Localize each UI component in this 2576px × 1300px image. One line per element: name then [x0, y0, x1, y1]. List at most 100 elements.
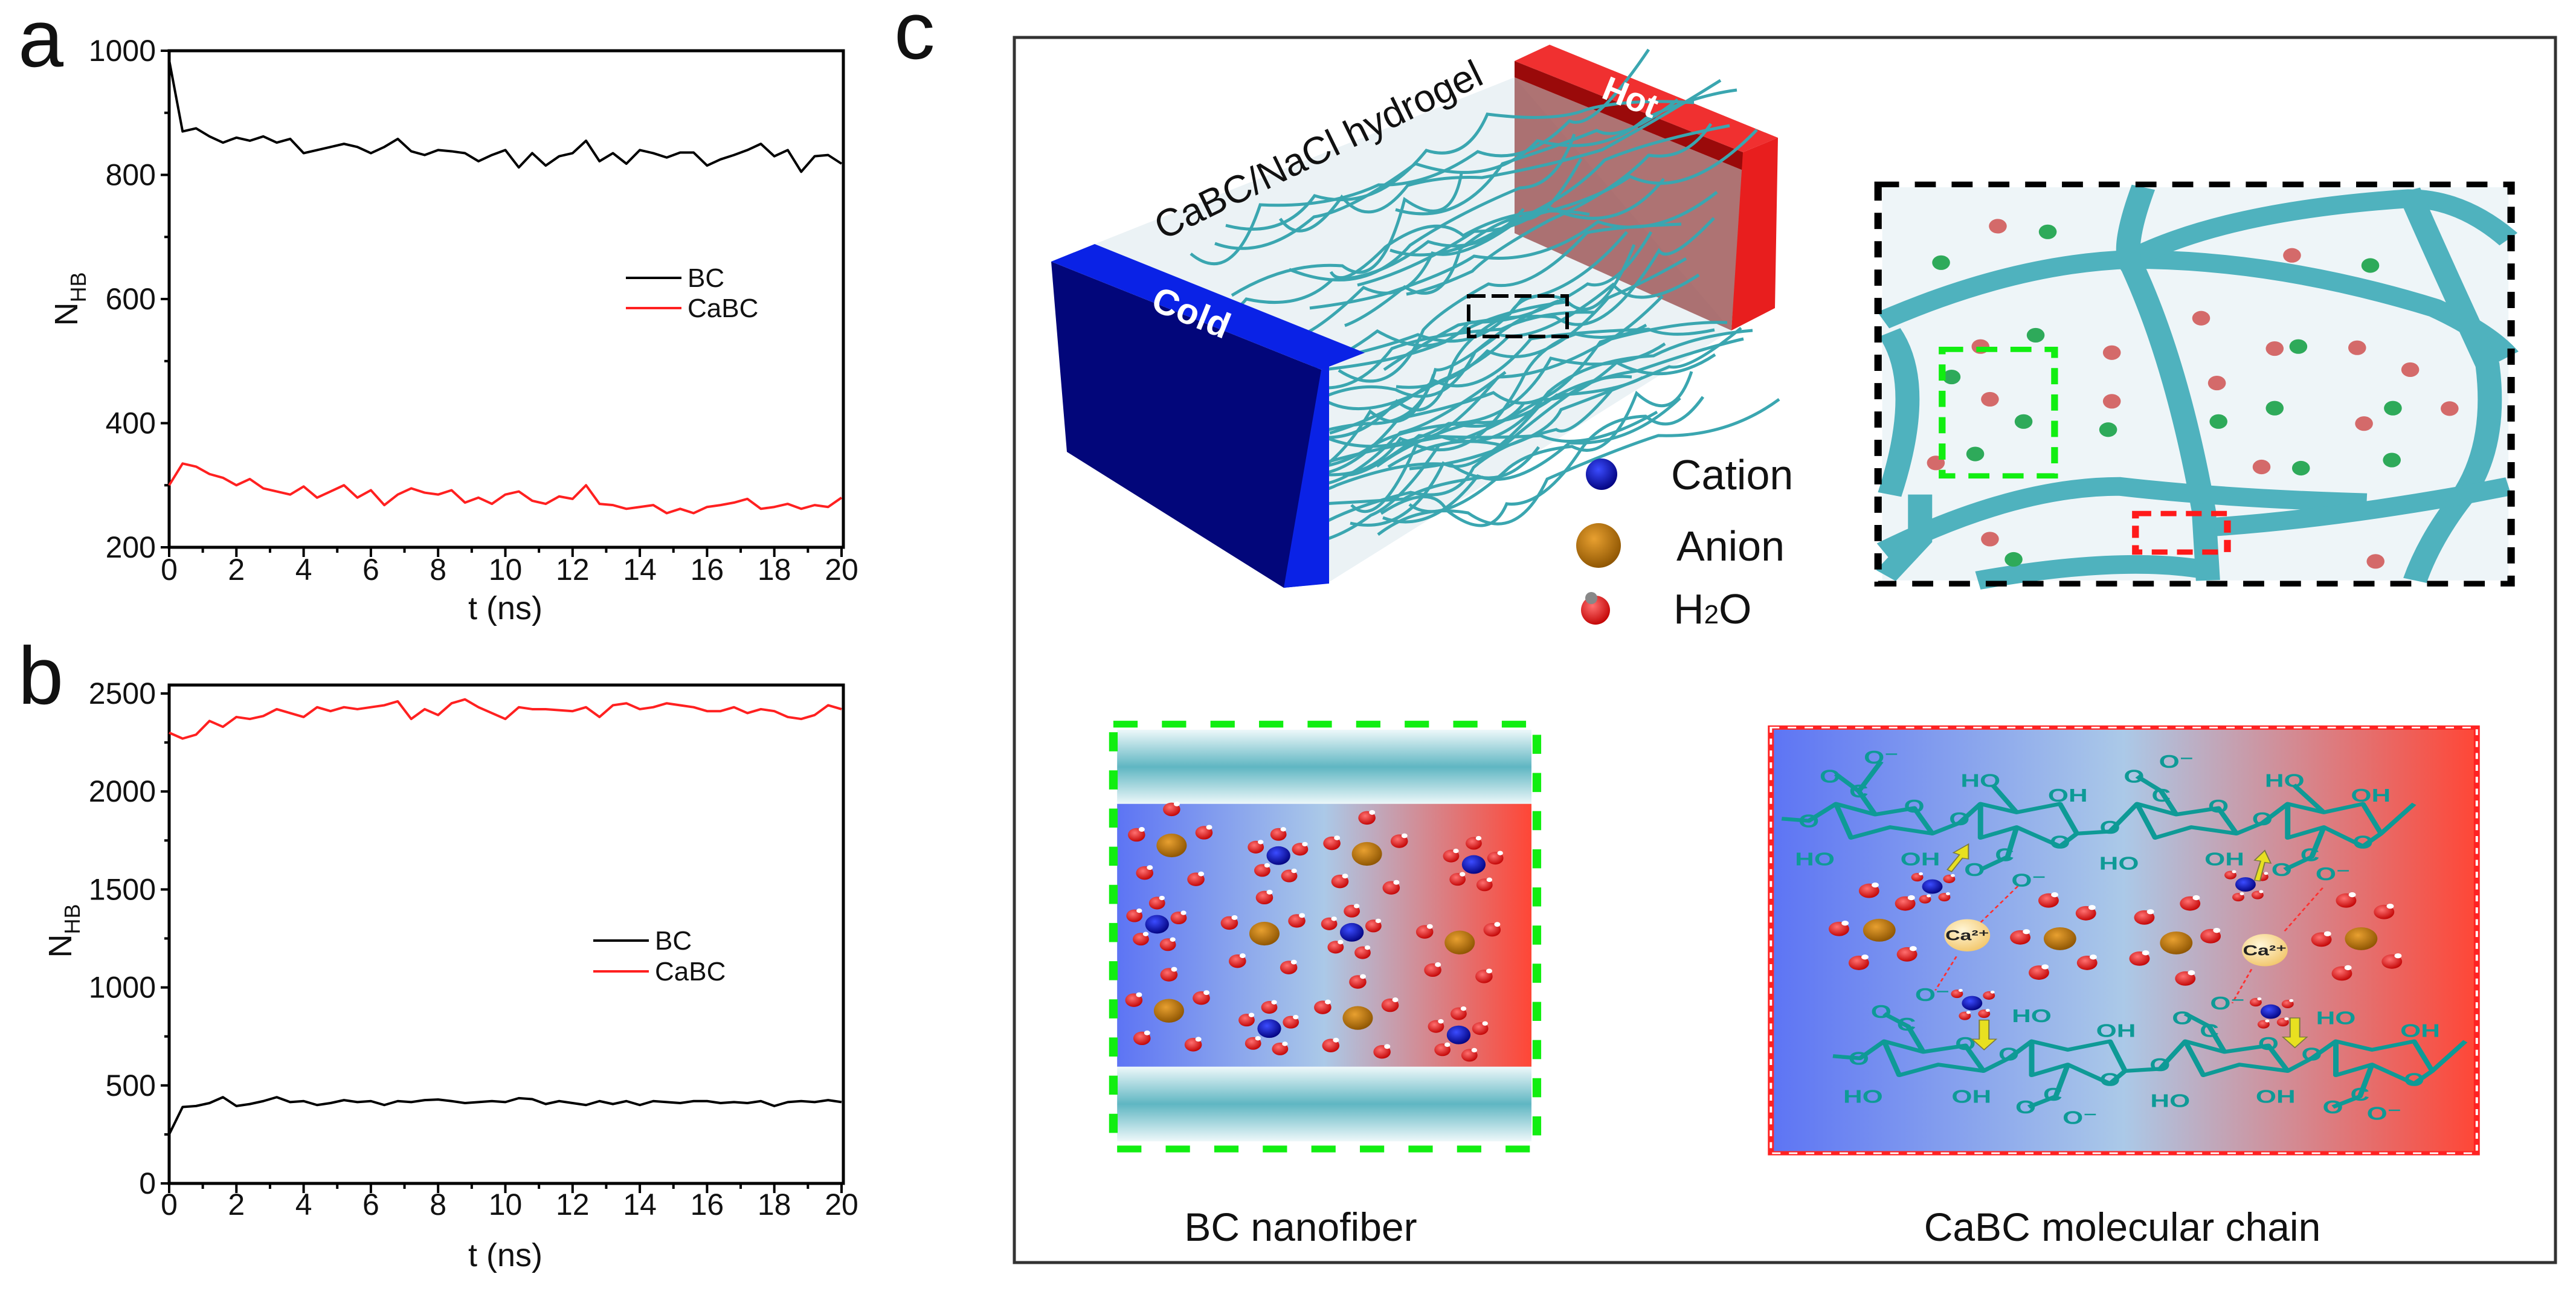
water-hydrogen [2192, 895, 2200, 901]
chem-label-o-minus: O⁻ [1915, 985, 1950, 1005]
water-hydrogen [1271, 1000, 1277, 1005]
water-hydrogen [2386, 903, 2394, 909]
ion-dot-red [2102, 345, 2121, 360]
panel-c-frame [1013, 36, 2557, 1264]
cation [2260, 1004, 2281, 1019]
arrow-down-icon [1971, 1019, 1998, 1051]
water-hydrogen [2394, 953, 2402, 959]
water-hydrogen [1302, 841, 1308, 847]
hot-plate-top [1515, 45, 1778, 152]
water-hydrogen [1861, 954, 1869, 960]
chem-label-o: O [2272, 860, 2292, 880]
chain-bond [2331, 1064, 2375, 1109]
chain-bond [2291, 784, 2326, 814]
cation [1922, 879, 1943, 894]
chain-bond [1833, 803, 1933, 840]
water-hydrogen [2348, 892, 2356, 898]
cation [1145, 915, 1169, 934]
chem-label-oh: OH [2351, 785, 2391, 806]
chem-label-ho: HO [2012, 1006, 2052, 1026]
y-axis-label: NHB [42, 904, 85, 957]
fiber-strand [1301, 295, 1664, 477]
anion [1249, 921, 1280, 946]
chain-bond [2134, 803, 2237, 840]
legend-cation: Cation [1671, 451, 1793, 498]
ion-dot-red [1989, 219, 2007, 234]
fiber-tube [2116, 184, 2220, 581]
cation [1461, 855, 1486, 874]
cold-plate [1051, 244, 1365, 588]
chem-label-o: O [2100, 817, 2120, 838]
fiber-strand [1338, 222, 1682, 383]
cold-plate-top [1051, 244, 1365, 370]
ion-dot-green [2289, 339, 2308, 354]
x-tick-label: 20 [825, 1188, 858, 1221]
y-tick-label: 600 [106, 282, 156, 316]
water-hydrogen [1171, 967, 1177, 972]
water-hydrogen [1147, 865, 1153, 870]
ion-dot-green [2099, 422, 2117, 437]
ion-dot-red [2366, 554, 2384, 569]
water-hydrogen [2240, 892, 2244, 895]
water-hydrogen [1475, 835, 1482, 841]
water-hydrogen [1266, 889, 1273, 895]
water-hydrogen [1239, 953, 1246, 959]
zoom-region-marker [1467, 294, 1569, 338]
chem-label-o-minus: O⁻ [2367, 1104, 2401, 1124]
water-hydrogen [1460, 1006, 1467, 1011]
water-hydrogen [1460, 872, 1466, 877]
chem-label-c: C [1849, 781, 1869, 802]
x-tick-label: 12 [556, 1188, 590, 1221]
arrow-down-icon [2281, 1017, 2308, 1049]
water-hydrogen [2188, 970, 2195, 976]
ion-dot-green [1942, 369, 1961, 385]
legend-water: H2O [1673, 585, 1752, 632]
water-hydrogen [1369, 809, 1376, 815]
fiber-strand [1383, 217, 1715, 372]
anion [1342, 1006, 1373, 1030]
chem-label-o: O [2149, 1055, 2170, 1075]
x-tick-label: 18 [758, 1188, 791, 1221]
chem-label-oh: OH [2400, 1021, 2440, 1041]
chem-label-o: O [1849, 1048, 1869, 1069]
fiber-strand [1389, 124, 1730, 257]
water-hydrogen [1290, 959, 1297, 965]
y-axis-label-main: N [42, 935, 79, 958]
chem-label-c: C [2301, 845, 2320, 866]
chem-label-c: C [2152, 785, 2171, 806]
water-hydrogen [1203, 990, 1210, 996]
water-hydrogen [2232, 870, 2236, 874]
chem-label-o-minus: O⁻ [2159, 751, 2194, 772]
water-hydrogen [1990, 990, 1995, 994]
chain-bond [2027, 1064, 2071, 1109]
ion-dot-red [2207, 376, 2226, 391]
water-2: 2 [1704, 600, 1719, 629]
chem-label-o: O [2100, 1070, 2120, 1090]
panel-label-b: b [18, 630, 63, 721]
series-line-cabc [168, 462, 843, 515]
water-hydrogen [1248, 1012, 1255, 1017]
water-hydrogen [1945, 892, 1950, 895]
x-tick-label: 18 [758, 553, 791, 587]
y-tick-label: 800 [106, 158, 156, 192]
x-tick-label: 14 [623, 553, 657, 587]
water-hydrogen [2265, 1019, 2270, 1023]
ion-dot-green [1966, 446, 1985, 462]
water-hydrogen [1342, 874, 1348, 879]
water-hydrogen [2041, 964, 2049, 970]
fiber-strand [1382, 397, 1681, 524]
water-hydrogen [2142, 950, 2149, 956]
water-hydrogen [1324, 999, 1331, 1005]
chem-label-ho: HO [2265, 771, 2305, 791]
legend-label-bc: BC [687, 263, 724, 293]
chem-label-oh: OH [1901, 849, 1940, 870]
x-tick-label: 8 [430, 1188, 446, 1221]
caption-bc-nanofiber: BC nanofiber [1184, 1205, 1417, 1249]
chem-label-ho: HO [1960, 771, 2000, 791]
fiber-strand [1279, 321, 1728, 477]
water-hydrogen [1438, 1019, 1444, 1024]
chem-label-ho: HO [2316, 1008, 2356, 1029]
chem-label-o-minus: O⁻ [2316, 864, 2350, 884]
fiber-strand [1313, 386, 1615, 530]
anion [2043, 927, 2076, 950]
